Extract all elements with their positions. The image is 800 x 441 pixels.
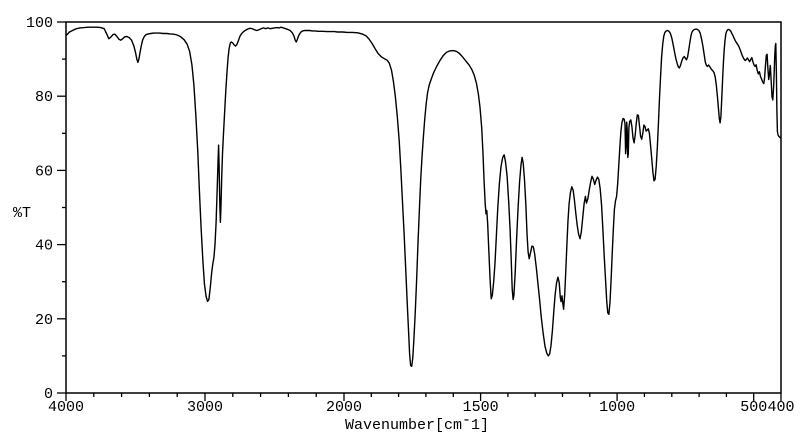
x-tick-label-400: 400 (767, 399, 794, 416)
y-axis-major-ticks (57, 21, 66, 394)
y-tick-label-20: 20 (35, 312, 53, 329)
y-axis-tick-labels: 0 20 40 60 80 100 (26, 15, 53, 403)
x-tick-label-1500: 1500 (463, 399, 499, 416)
x-tick-label-2000: 2000 (326, 399, 362, 416)
x-tick-label-4000: 4000 (48, 399, 84, 416)
y-axis-title: %T (13, 205, 31, 222)
x-axis-title-prefix: Wavenumber[cm (345, 417, 462, 434)
x-tick-label-1000: 1000 (599, 399, 635, 416)
y-tick-label-80: 80 (35, 89, 53, 106)
x-axis-title-suffix: 1] (471, 417, 489, 434)
y-tick-label-40: 40 (35, 238, 53, 255)
x-axis-minor-ticks (93, 393, 728, 397)
x-axis-title: Wavenumber[cm-1] (345, 412, 489, 434)
x-axis-major-ticks (65, 393, 782, 401)
y-axis-minor-ticks (62, 58, 66, 357)
x-tick-label-500: 500 (740, 399, 767, 416)
x-axis-tick-labels: 4000 3000 2000 1500 1000 500 400 (48, 399, 795, 416)
y-tick-label-100: 100 (26, 15, 53, 32)
y-tick-label-0: 0 (44, 386, 53, 403)
spectrum-curve (65, 26, 782, 367)
y-tick-label-60: 60 (35, 163, 53, 180)
plot-frame (65, 21, 782, 394)
x-axis-title-sup-minus: - (462, 412, 471, 429)
x-tick-label-3000: 3000 (187, 399, 223, 416)
